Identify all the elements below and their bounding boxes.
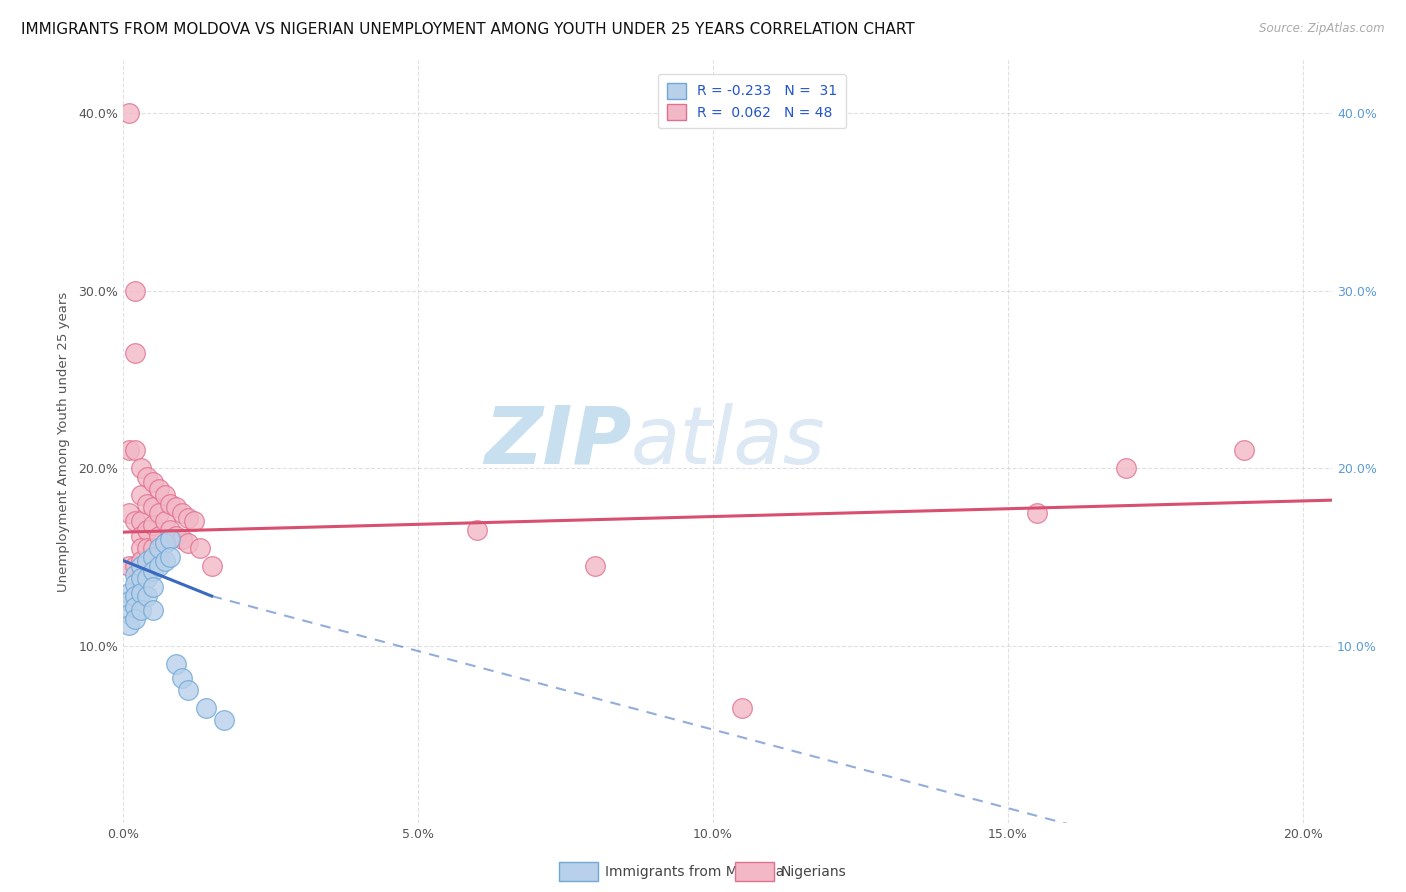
Point — [177, 536, 200, 550]
Point — [142, 518, 165, 533]
Point — [129, 603, 152, 617]
Point — [142, 475, 165, 490]
Point — [118, 607, 141, 621]
Point — [148, 549, 170, 564]
Point — [124, 567, 146, 582]
Text: atlas: atlas — [631, 402, 825, 481]
Point — [142, 500, 165, 515]
Point — [153, 536, 176, 550]
Point — [165, 500, 187, 515]
Point — [188, 541, 211, 555]
Point — [1233, 443, 1256, 458]
Point — [124, 284, 146, 298]
Point — [165, 529, 187, 543]
Point — [148, 558, 170, 573]
Point — [124, 599, 146, 614]
Point — [129, 585, 152, 599]
Point — [135, 553, 157, 567]
Point — [118, 585, 141, 599]
Point — [118, 558, 141, 573]
Point — [118, 443, 141, 458]
Point — [129, 541, 152, 555]
Point — [159, 497, 181, 511]
Point — [165, 657, 187, 671]
Point — [153, 515, 176, 529]
Text: ZIP: ZIP — [484, 402, 631, 481]
Point — [153, 553, 176, 567]
Point — [124, 612, 146, 626]
Point — [1026, 506, 1049, 520]
Point — [142, 564, 165, 578]
Point — [129, 529, 152, 543]
Text: Nigerians: Nigerians — [782, 865, 846, 880]
Point — [142, 541, 165, 555]
Point — [124, 515, 146, 529]
Point — [129, 567, 152, 582]
Point — [129, 571, 152, 585]
Point — [1115, 461, 1137, 475]
Point — [159, 549, 181, 564]
Point — [129, 488, 152, 502]
Text: Immigrants from Moldova: Immigrants from Moldova — [605, 865, 785, 880]
Point — [124, 576, 146, 591]
Point — [148, 529, 170, 543]
Point — [148, 506, 170, 520]
Point — [172, 506, 194, 520]
Point — [124, 589, 146, 603]
Point — [129, 553, 152, 567]
Point — [731, 701, 754, 715]
Y-axis label: Unemployment Among Youth under 25 years: Unemployment Among Youth under 25 years — [58, 292, 70, 591]
Point — [135, 541, 157, 555]
Legend: R = -0.233   N =  31, R =  0.062   N = 48: R = -0.233 N = 31, R = 0.062 N = 48 — [658, 74, 845, 128]
Point — [183, 515, 205, 529]
Point — [148, 541, 170, 555]
Point — [124, 345, 146, 359]
Text: IMMIGRANTS FROM MOLDOVA VS NIGERIAN UNEMPLOYMENT AMONG YOUTH UNDER 25 YEARS CORR: IMMIGRANTS FROM MOLDOVA VS NIGERIAN UNEM… — [21, 22, 915, 37]
Point — [194, 701, 217, 715]
Point — [142, 603, 165, 617]
Point — [118, 506, 141, 520]
Point — [135, 497, 157, 511]
Point — [142, 549, 165, 564]
Point — [135, 524, 157, 538]
Text: Source: ZipAtlas.com: Source: ZipAtlas.com — [1260, 22, 1385, 36]
Point — [172, 533, 194, 547]
Point — [142, 580, 165, 594]
Point — [129, 461, 152, 475]
Point — [172, 671, 194, 685]
Point — [129, 515, 152, 529]
Point — [129, 558, 152, 573]
Point — [135, 589, 157, 603]
Point — [465, 524, 488, 538]
Point — [118, 106, 141, 120]
Point — [118, 594, 141, 608]
Point — [124, 558, 146, 573]
Point — [153, 536, 176, 550]
Point — [124, 443, 146, 458]
Point — [118, 617, 141, 632]
Point — [135, 470, 157, 484]
Point — [212, 714, 235, 728]
Point — [583, 558, 606, 573]
Point — [177, 683, 200, 698]
Point — [153, 488, 176, 502]
Point — [159, 524, 181, 538]
Point — [177, 511, 200, 525]
Point — [148, 483, 170, 497]
Point — [201, 558, 224, 573]
Point — [135, 571, 157, 585]
Point — [159, 533, 181, 547]
